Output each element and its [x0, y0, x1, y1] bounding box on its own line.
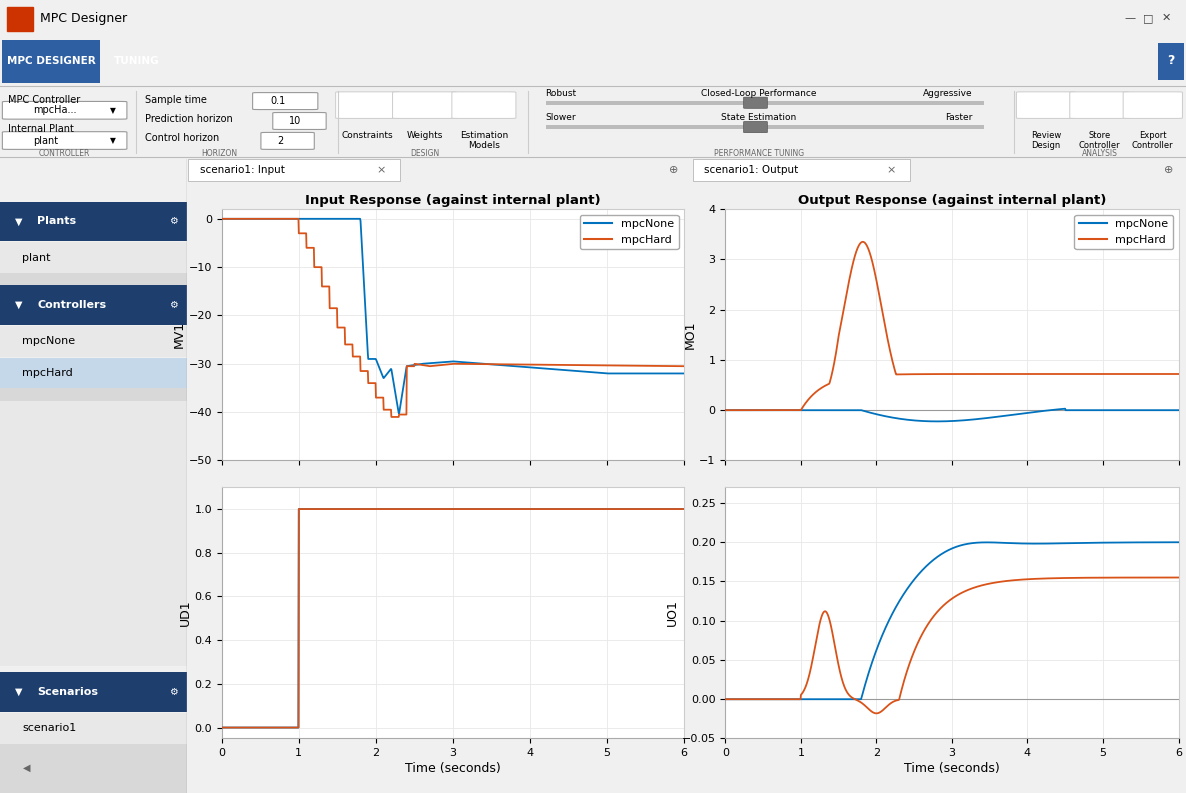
FancyBboxPatch shape	[2, 132, 127, 149]
Text: Prediction horizon: Prediction horizon	[145, 113, 232, 124]
Text: —: —	[1124, 13, 1136, 23]
Bar	[0, 713, 187, 744]
Text: Robust: Robust	[546, 89, 576, 98]
X-axis label: Time (seconds): Time (seconds)	[904, 762, 1000, 776]
Bar	[0, 273, 187, 285]
Bar	[693, 159, 910, 182]
Title: Output Response (against internal plant): Output Response (against internal plant)	[798, 193, 1107, 207]
Bar	[546, 101, 984, 105]
Bar	[0, 243, 187, 273]
Text: ⊕: ⊕	[1163, 165, 1173, 175]
Text: Slower: Slower	[546, 113, 576, 122]
Y-axis label: MV1: MV1	[173, 321, 186, 348]
Y-axis label: MO1: MO1	[683, 320, 696, 349]
Legend: mpcNone, mpcHard: mpcNone, mpcHard	[1075, 215, 1173, 249]
Bar	[0, 672, 187, 712]
Text: scenario1: scenario1	[23, 723, 77, 734]
Text: ▼: ▼	[15, 300, 23, 310]
FancyBboxPatch shape	[273, 113, 326, 129]
Y-axis label: UD1: UD1	[178, 600, 191, 626]
Text: ×: ×	[887, 165, 897, 175]
Text: Constraints: Constraints	[342, 131, 394, 140]
Bar	[0, 389, 187, 401]
Bar	[2, 40, 100, 82]
Text: Aggressive: Aggressive	[923, 89, 973, 98]
Text: ⊕: ⊕	[669, 165, 678, 175]
Text: ANALYSIS: ANALYSIS	[1082, 149, 1117, 158]
Text: ?: ?	[1167, 54, 1174, 67]
Text: PERFORMANCE TUNING: PERFORMANCE TUNING	[714, 149, 804, 158]
Text: HORIZON: HORIZON	[202, 149, 237, 158]
Text: ⚙: ⚙	[168, 300, 178, 310]
FancyBboxPatch shape	[744, 121, 767, 132]
Text: DESIGN: DESIGN	[410, 149, 439, 158]
Text: TUNING: TUNING	[114, 56, 159, 66]
Bar	[546, 125, 984, 129]
Text: Internal Plant: Internal Plant	[8, 124, 75, 134]
Y-axis label: UO1: UO1	[665, 600, 678, 626]
Title: Input Response (against internal plant): Input Response (against internal plant)	[305, 193, 601, 207]
Text: scenario1: Output: scenario1: Output	[704, 165, 798, 175]
Text: Closed-Loop Performance: Closed-Loop Performance	[701, 89, 817, 98]
Bar	[0, 389, 187, 666]
Text: Scenarios: Scenarios	[38, 687, 98, 697]
Text: ⚙: ⚙	[168, 687, 178, 697]
Bar	[0, 326, 187, 357]
Bar	[0, 744, 187, 793]
FancyBboxPatch shape	[336, 92, 400, 118]
Text: MPC Designer: MPC Designer	[40, 12, 127, 25]
FancyBboxPatch shape	[261, 132, 314, 149]
Text: Control horizon: Control horizon	[145, 133, 219, 143]
FancyBboxPatch shape	[1016, 92, 1076, 118]
Text: ✕: ✕	[1161, 13, 1171, 23]
Text: mpcHard: mpcHard	[23, 368, 74, 378]
FancyBboxPatch shape	[1070, 92, 1129, 118]
Bar	[1158, 43, 1184, 80]
Bar	[0, 358, 187, 389]
X-axis label: Time (seconds): Time (seconds)	[406, 762, 500, 776]
Text: □: □	[1143, 13, 1153, 23]
Text: ▼: ▼	[110, 136, 116, 145]
Text: 2: 2	[278, 136, 283, 146]
Text: Plants: Plants	[38, 216, 77, 227]
Text: ×: ×	[376, 165, 385, 175]
Bar	[0, 201, 187, 241]
Text: Export
Controller: Export Controller	[1131, 131, 1174, 150]
FancyBboxPatch shape	[1123, 92, 1182, 118]
Text: Review
Design: Review Design	[1031, 131, 1061, 150]
Text: Faster: Faster	[945, 113, 973, 122]
Text: CONTROLLER: CONTROLLER	[38, 149, 90, 158]
Text: Sample time: Sample time	[145, 94, 206, 105]
Text: 0.1: 0.1	[270, 96, 286, 106]
Text: 10: 10	[289, 116, 301, 126]
FancyBboxPatch shape	[452, 92, 516, 118]
Text: ▼: ▼	[15, 687, 23, 697]
Text: mpcHa...: mpcHa...	[33, 105, 77, 115]
Text: ◀: ◀	[23, 763, 30, 773]
FancyBboxPatch shape	[744, 98, 767, 109]
Legend: mpcNone, mpcHard: mpcNone, mpcHard	[580, 215, 678, 249]
Text: MPC Controller: MPC Controller	[8, 94, 81, 105]
FancyBboxPatch shape	[253, 93, 318, 109]
Text: scenario1: Input: scenario1: Input	[200, 165, 285, 175]
Text: mpcNone: mpcNone	[23, 336, 76, 347]
Text: ▼: ▼	[110, 105, 116, 115]
Text: Controllers: Controllers	[38, 300, 107, 310]
Text: Weights: Weights	[407, 131, 442, 140]
Text: ⚙: ⚙	[168, 216, 178, 227]
Text: plant: plant	[23, 252, 51, 262]
Bar	[7, 7, 33, 31]
Bar	[0, 285, 187, 325]
Text: Estimation
Models: Estimation Models	[460, 131, 508, 150]
Text: State Estimation: State Estimation	[721, 113, 797, 122]
Text: Store
Controller: Store Controller	[1078, 131, 1121, 150]
Text: plant: plant	[33, 136, 58, 146]
FancyBboxPatch shape	[393, 92, 457, 118]
Text: MPC DESIGNER: MPC DESIGNER	[7, 56, 95, 66]
FancyBboxPatch shape	[2, 102, 127, 119]
Text: ▼: ▼	[15, 216, 23, 227]
Bar	[189, 159, 400, 182]
